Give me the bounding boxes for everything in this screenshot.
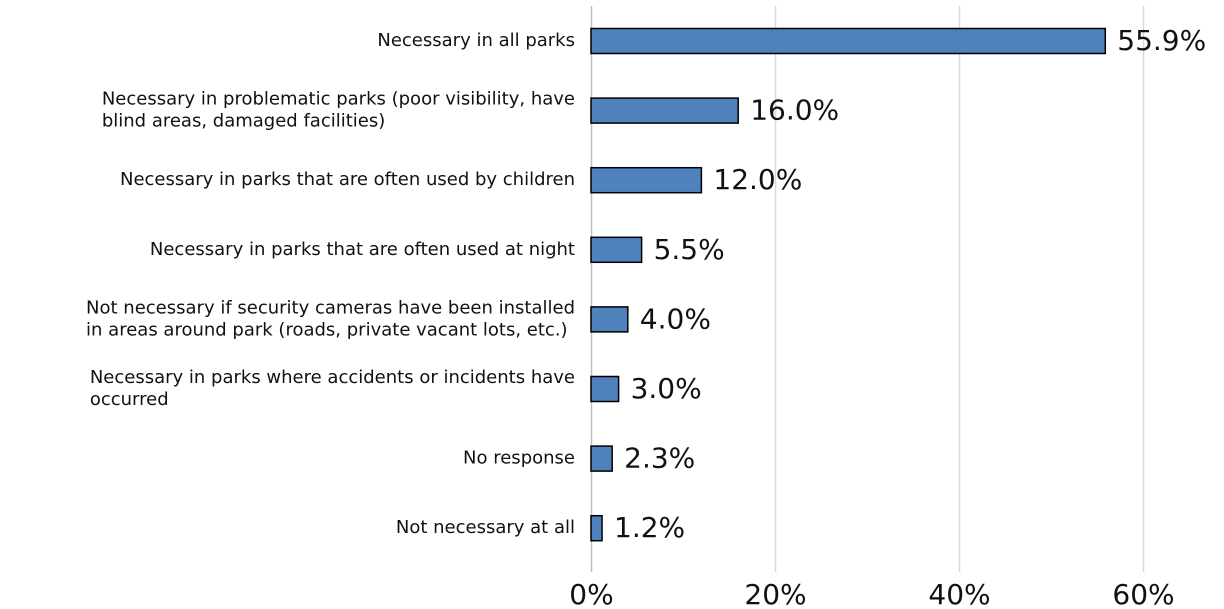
x-tick-label: 20% [744,578,806,609]
value-labels: 55.9% 16.0% 12.0% 5.5% 4.0% 3.0% 2.3% 1.2% [614,24,1206,544]
category-label-line: blind areas, damaged facilities) [102,111,385,132]
data-label: 5.5% [654,233,725,266]
category-label: Necessary in parks that are often used b… [120,169,575,190]
bar [590,445,613,472]
category-label-line: Not necessary at all [396,517,575,538]
bar [590,375,620,403]
data-label: 2.3% [624,442,695,475]
bar [590,306,629,333]
x-tick-label: 60% [1112,578,1174,609]
x-axis-tick-labels: 0% 20% 40% 60% [569,578,1174,609]
category-label: Necessary in parks that are often used a… [150,239,575,260]
category-label-line: Necessary in all parks [377,30,575,51]
data-label: 1.2% [614,511,685,544]
x-tick-label: 0% [569,578,613,609]
bars [590,27,1107,542]
data-label: 3.0% [631,372,702,405]
data-label: 16.0% [750,94,839,127]
category-label: Not necessary if security cameras have b… [86,297,575,340]
category-label-line: Necessary in parks that are often used a… [150,239,575,260]
category-label: Necessary in parks where accidents or in… [90,367,575,410]
category-label-line: No response [463,448,575,469]
data-label: 4.0% [640,302,711,335]
category-label: Not necessary at all [396,517,575,538]
category-label-line: Necessary in parks that are often used b… [120,169,575,190]
category-label-line: Necessary in problematic parks (poor vis… [102,89,575,110]
category-label: Necessary in problematic parks (poor vis… [102,89,575,132]
category-label-line: in areas around park (roads, private vac… [86,319,568,340]
bar [590,166,703,194]
bar [590,236,643,264]
category-label: No response [463,448,575,469]
x-tick-label: 40% [928,578,990,609]
category-label-line: Not necessary if security cameras have b… [86,297,575,318]
bar [590,97,739,124]
data-label: 55.9% [1117,24,1206,57]
category-label: Necessary in all parks [377,30,575,51]
gridlines [590,6,1145,572]
category-label-line: occurred [90,389,169,410]
bar [590,27,1107,55]
bar [590,514,603,542]
category-labels: Necessary in all parks Necessary in probl… [86,30,575,538]
data-label: 12.0% [713,163,802,196]
category-label-line: Necessary in parks where accidents or in… [90,367,575,388]
